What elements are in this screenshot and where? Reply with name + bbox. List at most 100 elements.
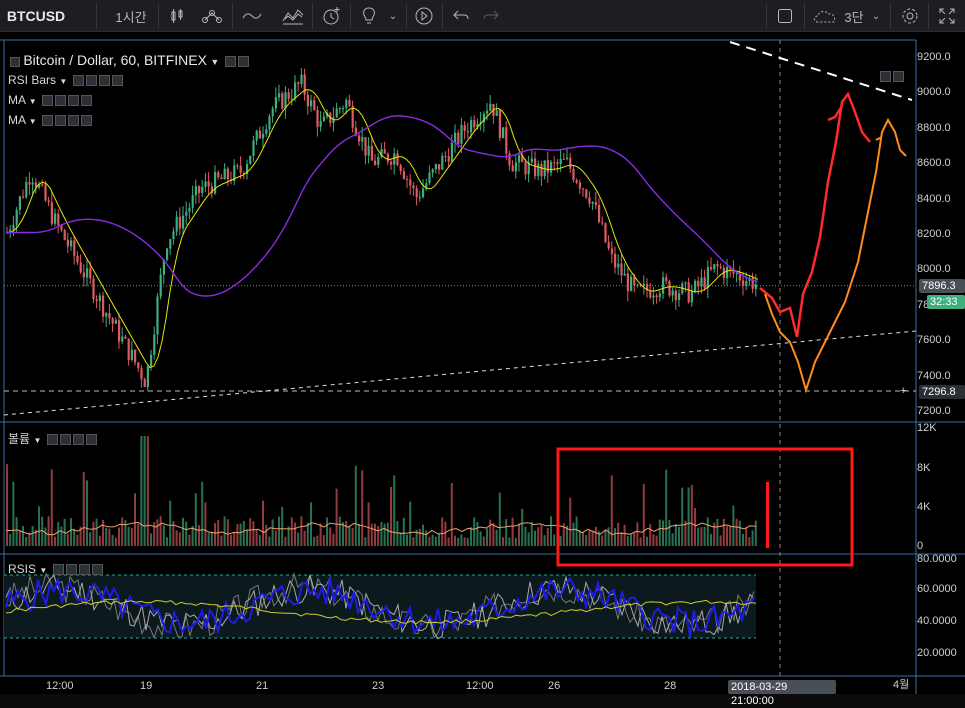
rsi-legend[interactable]: RSIS ▼ (8, 562, 103, 576)
indicator-legend-ma[interactable]: MA ▼ (8, 113, 92, 127)
gear-icon[interactable] (59, 434, 71, 446)
close-icon[interactable] (85, 434, 97, 446)
redo-icon[interactable] (478, 0, 504, 32)
chevron-down-icon[interactable]: ▼ (28, 97, 37, 106)
volume-bar (374, 523, 376, 546)
volume-bar (60, 526, 63, 546)
indicators-icon[interactable] (198, 0, 226, 32)
candle-body (233, 165, 236, 182)
chevron-down-icon[interactable]: ▼ (59, 77, 68, 86)
chevron-down-icon[interactable]: ▼ (33, 436, 42, 445)
more-icon[interactable] (893, 71, 904, 83)
candle-body (146, 366, 149, 387)
volume-legend[interactable]: 볼륨 ▼ (8, 430, 97, 447)
candle-body (246, 164, 249, 175)
candle-body (655, 295, 658, 298)
volume-bar (742, 533, 744, 546)
volume-bar (377, 526, 380, 546)
eye-icon[interactable] (52, 564, 64, 576)
range-selector[interactable]: 3단 (844, 9, 864, 25)
eye-icon[interactable] (41, 115, 53, 127)
chevron-down-icon[interactable]: ▼ (28, 117, 37, 126)
volume-bar (610, 475, 613, 546)
plus-icon[interactable] (78, 564, 90, 576)
volume-bar (495, 529, 498, 546)
close-icon[interactable] (80, 115, 92, 127)
close-icon[interactable] (80, 95, 92, 107)
candle-body (41, 184, 44, 186)
candle-body (226, 168, 229, 180)
candle-body (636, 284, 639, 286)
candle-body (649, 290, 652, 298)
gear-icon[interactable] (54, 95, 66, 107)
rsi-tick-label: 20.0000 (917, 647, 957, 659)
volume-bar (719, 535, 722, 546)
volume-bar (671, 533, 674, 546)
candle-body (322, 116, 325, 121)
idea-icon[interactable] (356, 0, 382, 32)
close-icon[interactable] (111, 75, 123, 87)
volume-bar (18, 531, 21, 546)
volume-bar (566, 525, 568, 546)
candle-body (441, 155, 444, 170)
replay-icon[interactable] (410, 0, 438, 32)
rsi-line-grey (5, 571, 755, 640)
candle-body (591, 202, 594, 204)
candle-body (502, 127, 505, 139)
volume-bar (422, 524, 424, 546)
symbol-search[interactable]: BTCUSD (6, 8, 66, 24)
candle-body (319, 120, 322, 127)
arrow-down-icon[interactable] (880, 71, 891, 83)
close-icon[interactable] (91, 564, 103, 576)
gear-icon[interactable] (54, 115, 66, 127)
braces-icon[interactable] (98, 75, 110, 87)
eye-icon[interactable] (224, 56, 236, 68)
chevron-down-icon[interactable]: ⌄ (871, 10, 881, 22)
crosshair-time-label: 2018-03-29 21:00:00 (728, 680, 836, 707)
candle-body (396, 153, 399, 166)
gear-icon[interactable] (237, 56, 249, 68)
eye-icon[interactable] (46, 434, 58, 446)
chevron-down-icon[interactable]: ⌄ (388, 10, 398, 22)
price-chart-canvas[interactable] (0, 32, 965, 694)
interval-selector[interactable]: 1시간 (115, 9, 147, 25)
chevron-down-icon[interactable]: ▼ (210, 57, 220, 67)
eye-icon[interactable] (41, 95, 53, 107)
gear-icon[interactable] (85, 75, 97, 87)
settings-icon[interactable] (896, 0, 924, 32)
candle-body (127, 338, 130, 360)
volume-bar (57, 522, 60, 546)
cloud-icon[interactable] (810, 0, 842, 32)
candles-icon[interactable] (164, 0, 190, 32)
candle-body (82, 272, 85, 278)
candle-body (457, 132, 460, 144)
candle-body (70, 240, 73, 247)
plus-icon[interactable]: + (900, 385, 907, 397)
fullscreen-icon[interactable] (772, 0, 798, 32)
volume-bar (434, 536, 437, 546)
drawing-icon[interactable] (238, 0, 266, 32)
candle-body (719, 266, 722, 268)
chevron-down-icon[interactable]: ▼ (39, 566, 48, 575)
plus-icon[interactable] (72, 434, 84, 446)
alert-icon[interactable] (318, 0, 346, 32)
plus-icon[interactable] (67, 115, 79, 127)
gear-icon[interactable] (65, 564, 77, 576)
eye-icon[interactable] (72, 75, 84, 87)
candle-body (620, 263, 623, 276)
volume-bar (201, 481, 204, 546)
time-tick-label: 19 (140, 680, 153, 692)
chart-title[interactable]: Bitcoin / Dollar, 60, BITFINEX (23, 52, 207, 68)
collapse-icon[interactable] (10, 56, 20, 67)
candle-body (345, 99, 348, 109)
templates-icon[interactable] (278, 0, 308, 32)
volume-bar (98, 535, 101, 546)
chart-area[interactable]: Bitcoin / Dollar, 60, BITFINEX ▼ RSI Bar… (0, 32, 965, 707)
indicator-legend-rsi-bars[interactable]: RSI Bars ▼ (8, 73, 123, 87)
candle-body (134, 349, 137, 363)
volume-bar (150, 533, 152, 546)
undo-icon[interactable] (448, 0, 474, 32)
plus-icon[interactable] (67, 95, 79, 107)
expand-icon[interactable] (932, 0, 962, 32)
indicator-legend-ma[interactable]: MA ▼ (8, 93, 92, 107)
